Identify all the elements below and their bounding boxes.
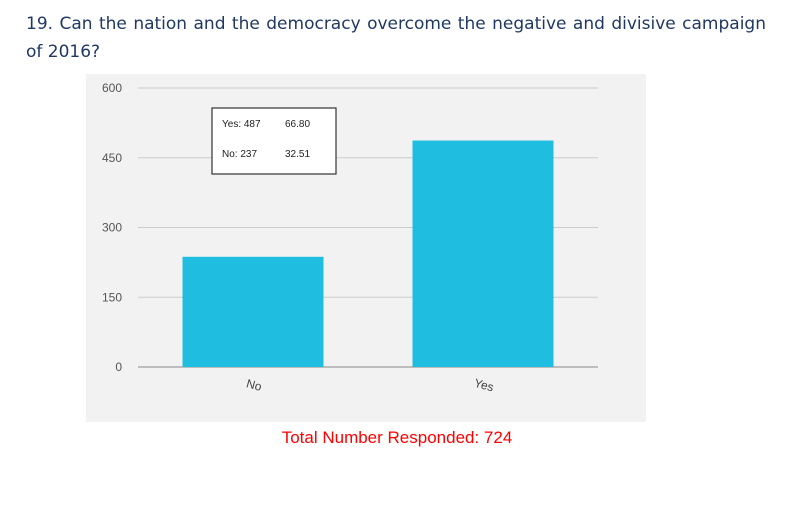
annotation-value: 66.80 [285, 119, 310, 130]
annotation-label: No: 237 [222, 149, 257, 160]
question-body: Can the nation and the democracy overcom… [26, 14, 766, 62]
y-tick-label: 450 [102, 151, 122, 165]
x-tick-label: No [245, 376, 264, 394]
question-number: 19. [26, 14, 54, 34]
annotation-value: 32.51 [285, 149, 310, 160]
y-tick-label: 150 [102, 290, 122, 304]
y-tick-label: 600 [102, 81, 122, 95]
question-text: 19. Can the nation and the democracy ove… [26, 10, 766, 66]
bar-chart: 0 150 300 450 600 No Yes Yes: 487 66.80 No: 237 32… [102, 81, 598, 395]
total-responded: Total Number Responded: 724 [281, 428, 513, 447]
chart-panel: 0 150 300 450 600 No Yes Yes: 487 66.80 No: 237 32… [86, 74, 646, 422]
y-tick-label: 0 [115, 360, 122, 374]
bar-no [182, 256, 324, 367]
x-tick-label: Yes [473, 376, 496, 395]
annotation-label: Yes: 487 [222, 119, 261, 130]
bar-yes [412, 140, 554, 367]
y-tick-label: 300 [102, 221, 122, 235]
annotation-box [211, 107, 337, 175]
